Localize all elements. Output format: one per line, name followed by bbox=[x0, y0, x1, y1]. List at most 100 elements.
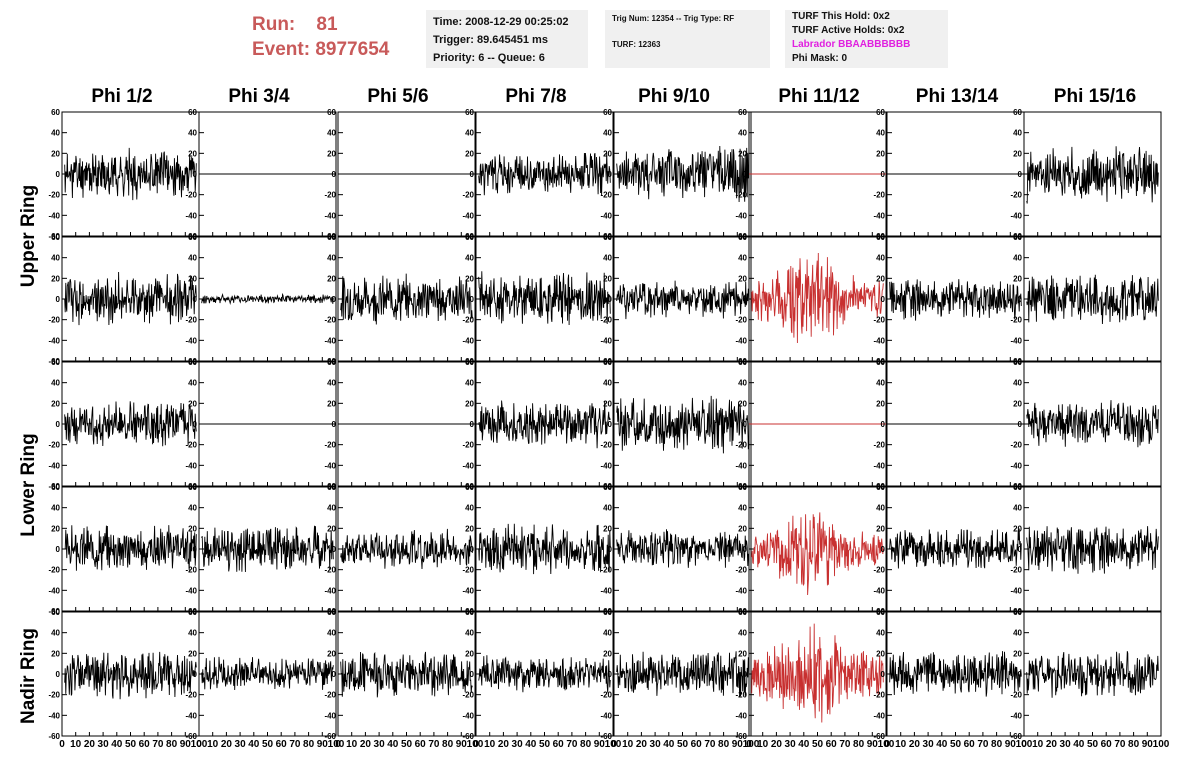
x-tick-label: 60 bbox=[553, 739, 565, 750]
y-tick-label: -20 bbox=[48, 691, 60, 700]
x-tick-label: 40 bbox=[248, 739, 260, 750]
y-tick-label: -60 bbox=[48, 607, 60, 616]
y-tick-label: 40 bbox=[188, 254, 197, 263]
y-tick-label: -40 bbox=[324, 336, 336, 345]
waveform-trace bbox=[751, 252, 884, 344]
waveform-trace bbox=[64, 271, 197, 326]
waveform-trace bbox=[478, 400, 611, 449]
y-tick-label: 40 bbox=[1013, 129, 1022, 138]
y-tick-label: -40 bbox=[185, 711, 197, 720]
y-tick-label: -40 bbox=[48, 211, 60, 220]
labrador-text: Labrador BBAABBBBBB bbox=[792, 39, 911, 50]
x-tick-label: 20 bbox=[1046, 739, 1058, 750]
y-tick-label: -40 bbox=[873, 586, 885, 595]
y-tick-label: -20 bbox=[324, 191, 336, 200]
x-tick-label: 100 bbox=[1016, 739, 1033, 750]
run-event-label: Run: 81 Event: 8977654 bbox=[252, 12, 389, 62]
trig-num-text: Trig Num: 12354 -- Trig Type: RF bbox=[612, 14, 735, 23]
y-tick-label: 0 bbox=[56, 670, 61, 679]
y-tick-label: 20 bbox=[1013, 149, 1022, 158]
x-tick-label: 100 bbox=[605, 739, 622, 750]
y-tick-label: 20 bbox=[188, 399, 197, 408]
y-tick-label: 20 bbox=[876, 399, 885, 408]
y-tick-label: 40 bbox=[465, 629, 474, 638]
x-tick-label: 60 bbox=[276, 739, 288, 750]
x-tick-label: 70 bbox=[566, 739, 578, 750]
y-tick-label: 20 bbox=[51, 649, 60, 658]
y-tick-label: 20 bbox=[327, 149, 336, 158]
run-value: 81 bbox=[316, 14, 338, 35]
time-trigger-panel: Time: 2008-12-29 00:25:02 Trigger: 89.64… bbox=[426, 10, 588, 68]
y-tick-label: 0 bbox=[193, 295, 198, 304]
y-tick-label: -20 bbox=[1010, 191, 1022, 200]
y-tick-label: -60 bbox=[462, 732, 474, 741]
x-tick-label: 90 bbox=[594, 739, 606, 750]
y-tick-label: -20 bbox=[324, 566, 336, 575]
y-tick-label: -20 bbox=[600, 691, 612, 700]
y-tick-label: 0 bbox=[881, 545, 886, 554]
y-tick-label: 40 bbox=[603, 254, 612, 263]
x-tick-label: 80 bbox=[442, 739, 454, 750]
y-tick-label: -40 bbox=[1010, 586, 1022, 595]
x-tick-label: 0 bbox=[196, 739, 202, 750]
y-tick-label: 20 bbox=[188, 649, 197, 658]
y-tick-label: 0 bbox=[608, 545, 613, 554]
turf-hold-text: TURF This Hold: 0x2 bbox=[792, 11, 890, 22]
y-tick-label: 20 bbox=[1013, 649, 1022, 658]
y-tick-label: 60 bbox=[603, 483, 612, 492]
waveform-trace bbox=[340, 528, 473, 570]
y-tick-label: 20 bbox=[1013, 524, 1022, 533]
turf-panel: TURF This Hold: 0x2 TURF Active Holds: 0… bbox=[785, 10, 948, 68]
y-tick-label: 0 bbox=[470, 170, 475, 179]
y-tick-label: -40 bbox=[324, 586, 336, 595]
x-tick-label: 40 bbox=[936, 739, 948, 750]
y-tick-label: 0 bbox=[56, 170, 61, 179]
y-tick-label: -40 bbox=[324, 211, 336, 220]
waveform-trace bbox=[616, 280, 749, 320]
y-tick-label: 60 bbox=[327, 483, 336, 492]
y-tick-label: 60 bbox=[876, 233, 885, 242]
y-tick-label: -40 bbox=[185, 461, 197, 470]
x-tick-label: 90 bbox=[456, 739, 468, 750]
y-tick-label: 40 bbox=[51, 254, 60, 263]
y-tick-label: -20 bbox=[1010, 691, 1022, 700]
y-tick-label: -20 bbox=[462, 441, 474, 450]
x-tick-label: 20 bbox=[636, 739, 648, 750]
y-tick-label: -40 bbox=[462, 211, 474, 220]
y-tick-label: 0 bbox=[193, 670, 198, 679]
y-tick-label: 0 bbox=[881, 670, 886, 679]
x-tick-label: 100 bbox=[1153, 739, 1170, 750]
y-tick-label: 20 bbox=[465, 274, 474, 283]
y-tick-label: 40 bbox=[876, 379, 885, 388]
y-tick-label: -40 bbox=[48, 711, 60, 720]
y-tick-label: 60 bbox=[51, 233, 60, 242]
waveform-panel-r2-c0: -60 -40 -20 0 20 40 60 bbox=[48, 358, 200, 491]
y-tick-label: 0 bbox=[1018, 420, 1023, 429]
y-tick-label: 0 bbox=[743, 545, 748, 554]
y-tick-label: 0 bbox=[608, 420, 613, 429]
x-tick-label: 0 bbox=[473, 739, 479, 750]
y-tick-label: -60 bbox=[735, 732, 747, 741]
y-tick-label: -20 bbox=[462, 191, 474, 200]
x-tick-label: 70 bbox=[428, 739, 440, 750]
y-tick-label: 40 bbox=[876, 504, 885, 513]
y-tick-label: 40 bbox=[51, 629, 60, 638]
y-tick-label: 60 bbox=[465, 108, 474, 117]
x-tick-label: 0 bbox=[1021, 739, 1027, 750]
x-tick-label: 80 bbox=[991, 739, 1003, 750]
x-tick-label: 0 bbox=[59, 739, 65, 750]
waveform-trace bbox=[64, 147, 197, 201]
x-tick-label: 40 bbox=[387, 739, 399, 750]
y-tick-label: -20 bbox=[462, 691, 474, 700]
x-tick-label: 100 bbox=[878, 739, 895, 750]
y-tick-label: 40 bbox=[738, 254, 747, 263]
